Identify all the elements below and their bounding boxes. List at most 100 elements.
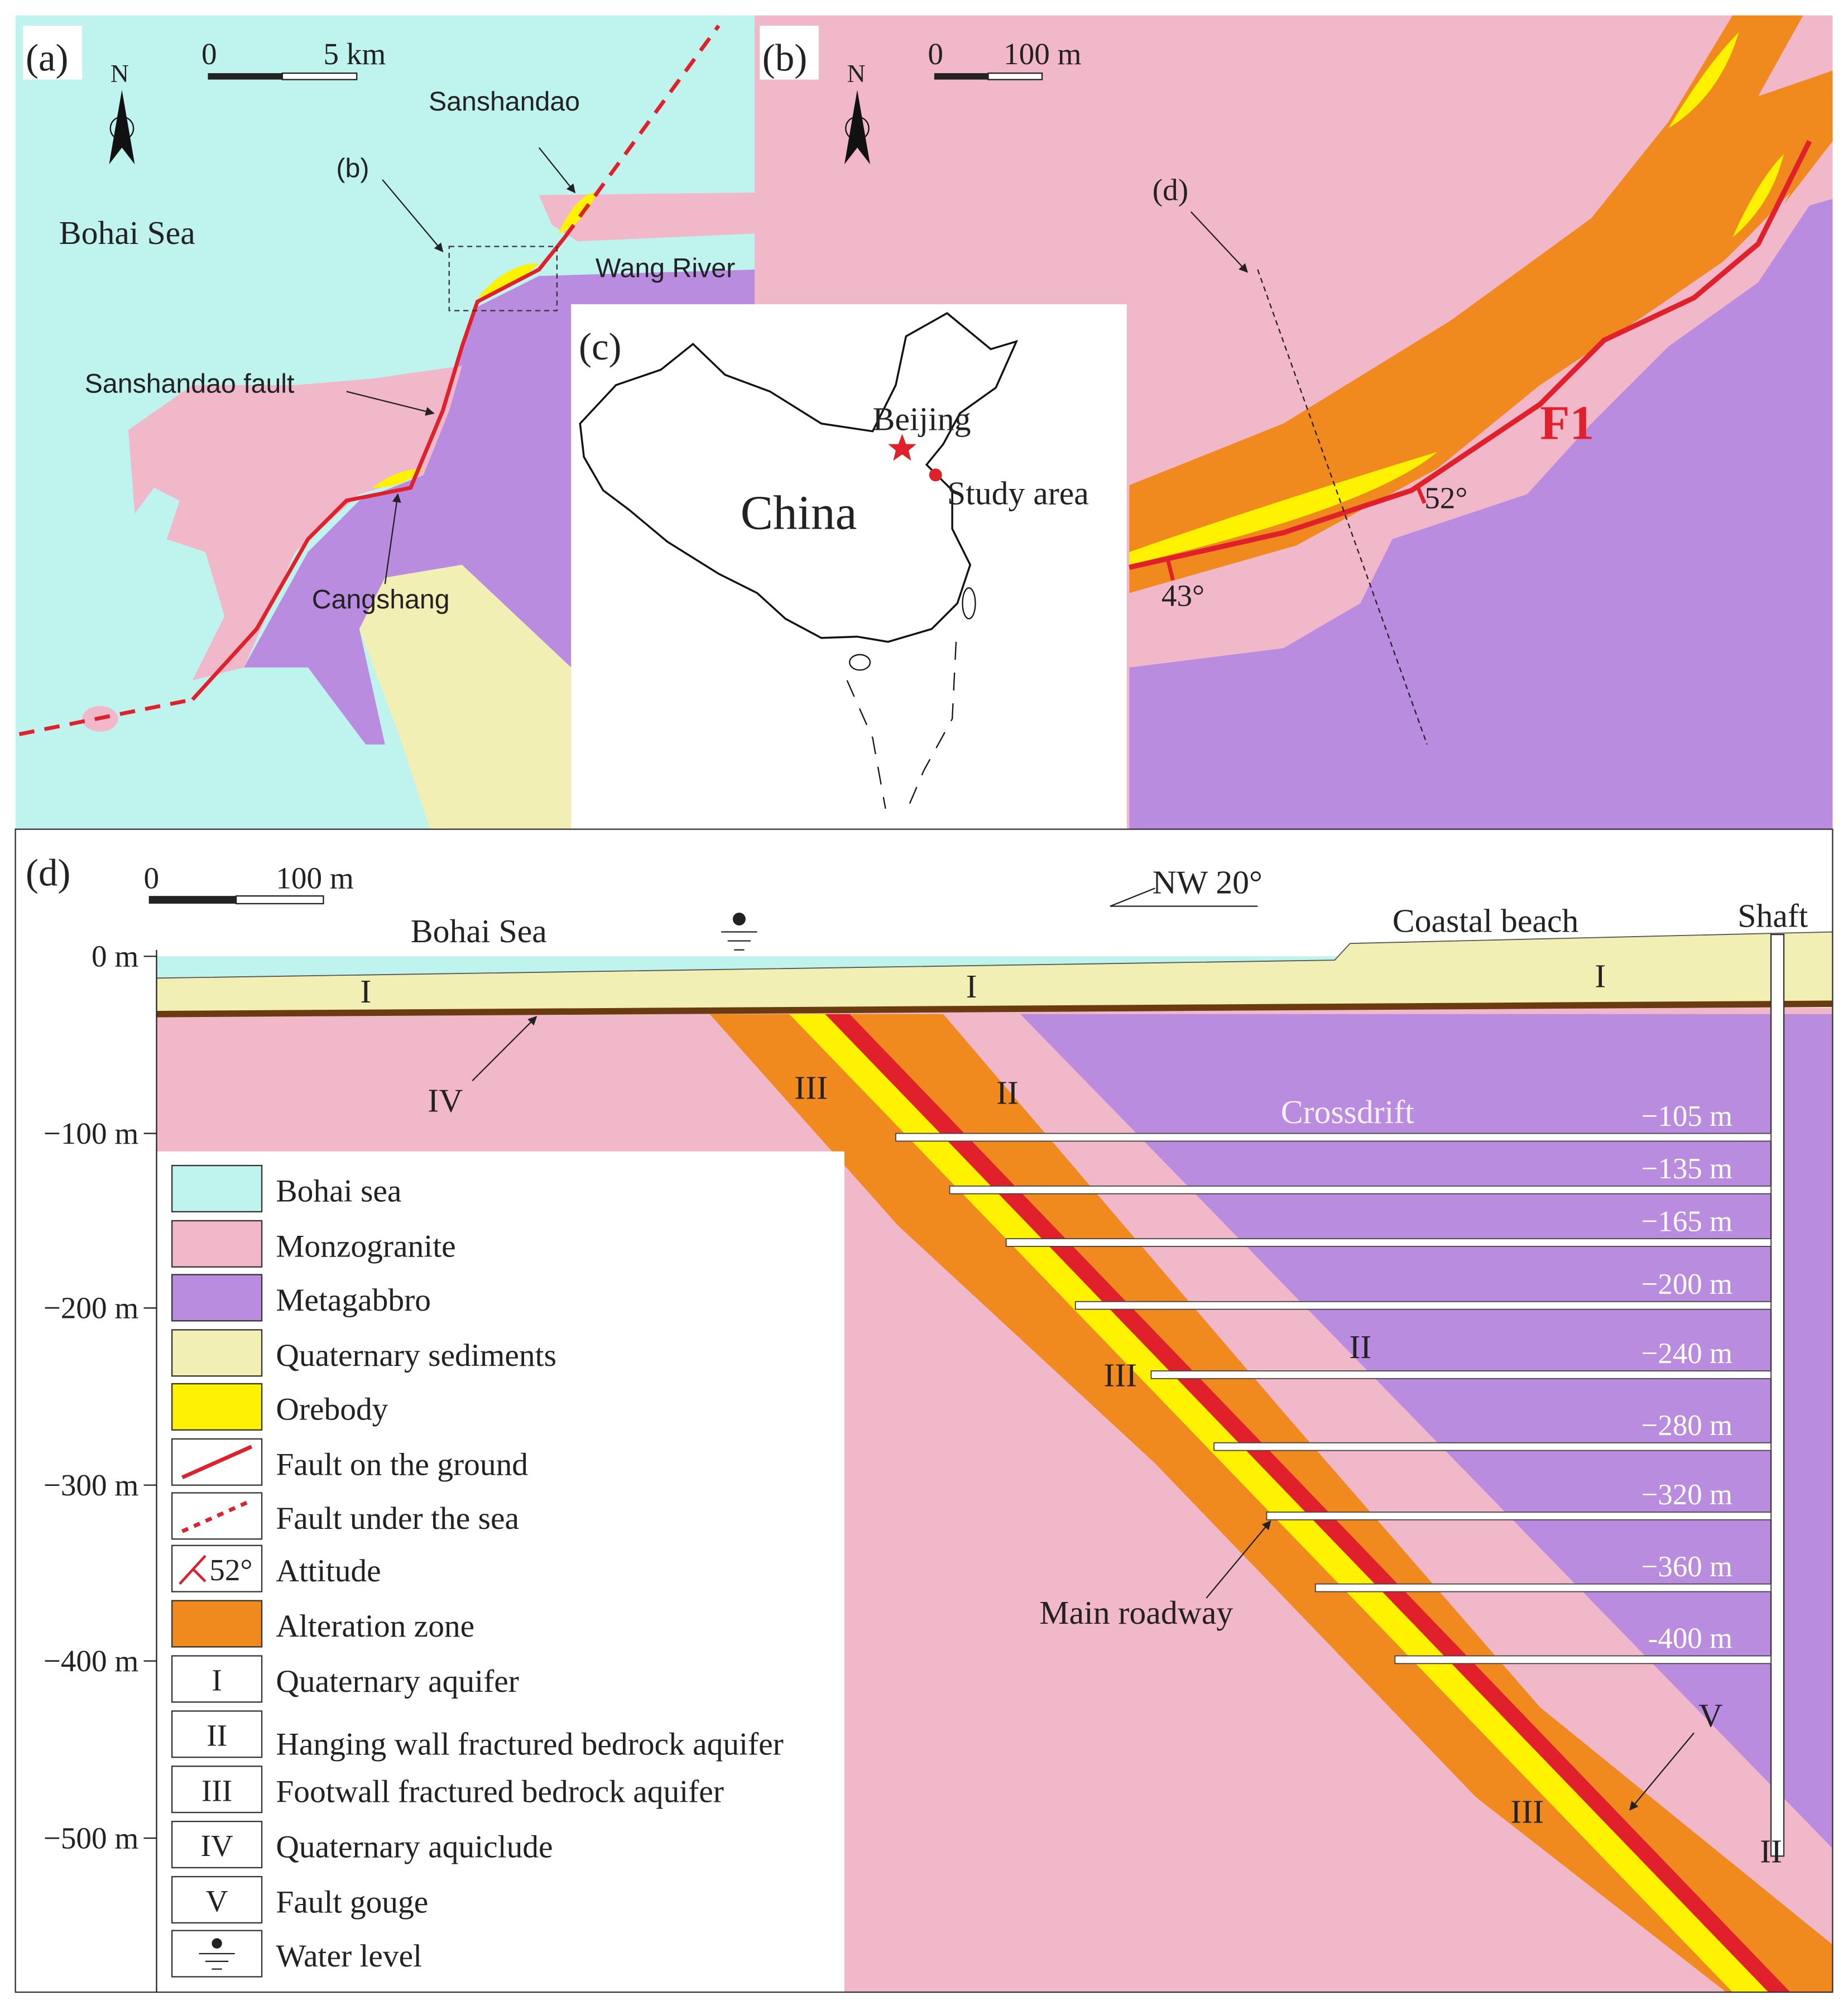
inset-box — [448, 246, 558, 311]
north-arrow — [109, 116, 135, 141]
zone-label: I — [360, 973, 371, 1010]
legend-box — [171, 1492, 263, 1540]
legend-text: Attitude — [276, 1553, 381, 1589]
frame — [15, 828, 1833, 1993]
legend-text: Quaternary aquifer — [276, 1664, 519, 1699]
crossdrift-label: Crossdrift — [1281, 1093, 1414, 1130]
scale-label: 0 — [144, 861, 160, 895]
shaft — [1770, 933, 1785, 1857]
north-arrow — [109, 89, 135, 165]
place-label: Cangshang — [312, 584, 450, 615]
arrow — [1629, 1732, 1695, 1811]
level-label: −165 m — [1641, 1205, 1732, 1237]
zone-label: II — [1760, 1833, 1782, 1870]
dip-label: 52° — [1424, 481, 1467, 515]
attitude-tick — [1166, 559, 1175, 581]
arrow — [346, 391, 435, 416]
place-label: Wang River — [596, 253, 735, 284]
arrow — [538, 147, 576, 194]
zone-label: II — [996, 1075, 1019, 1111]
panel-c: (c) China Beijing Study area — [571, 304, 1127, 829]
panel-label: (c) — [579, 325, 622, 368]
direction-symbol — [1110, 888, 1258, 907]
zone-label: I — [1595, 957, 1606, 994]
roadway — [1005, 1238, 1772, 1247]
scale-bar — [235, 895, 324, 905]
scale-label: 0 — [928, 37, 943, 71]
legend-text: Alteration zone — [276, 1609, 474, 1644]
legend-box — [171, 1766, 263, 1814]
legend-box — [171, 1164, 263, 1212]
legend-text: Fault on the ground — [276, 1447, 528, 1482]
zone-label: IV — [428, 1082, 463, 1119]
place-label: Bohai Sea — [59, 214, 195, 251]
scale-bar — [208, 73, 282, 80]
sediments — [359, 564, 572, 829]
legend-symbol: IV — [200, 1829, 233, 1863]
legend-text: Hanging wall fractured bedrock aquifer — [276, 1727, 783, 1762]
legend-text: Footwall fractured bedrock aquifer — [276, 1774, 724, 1810]
fault-line — [1129, 140, 1812, 570]
fault-name: F1 — [1540, 395, 1594, 449]
legend-box — [171, 1329, 263, 1377]
section-line — [1257, 269, 1428, 745]
north-arrow — [844, 89, 870, 165]
roadway — [1314, 1583, 1772, 1593]
nine-dash-line — [846, 641, 957, 816]
roadway — [1266, 1512, 1772, 1520]
north-arrow — [845, 116, 870, 141]
north-label: N — [847, 59, 866, 88]
legend-box — [171, 1655, 263, 1703]
island — [962, 587, 976, 620]
legend-symbol: 52° — [209, 1553, 252, 1587]
monzogranite — [539, 192, 755, 242]
legend-text: Quaternary sediments — [276, 1338, 556, 1373]
study-area-dot — [929, 468, 942, 482]
zone-label: I — [966, 968, 977, 1005]
shaft-label: Shaft — [1737, 897, 1808, 934]
legend-text: Orebody — [276, 1392, 388, 1427]
scale-bar — [281, 72, 358, 80]
scale-label: 5 km — [323, 37, 386, 71]
scale-label: 0 — [201, 37, 217, 71]
zone-label: III — [794, 1069, 828, 1106]
place-label: Bohai Sea — [411, 913, 547, 949]
arrow — [1190, 211, 1249, 273]
level-label: -400 m — [1648, 1623, 1732, 1655]
arrow — [1206, 1520, 1271, 1599]
scale-bar — [987, 72, 1043, 80]
city-label: Beijing — [873, 400, 971, 437]
north-label: N — [111, 59, 129, 88]
legend-text: Monzogranite — [276, 1229, 455, 1264]
panel-d: (d) 0 100 m NW 20° Bohai Sea Coastal bea… — [15, 828, 1833, 1993]
inset-ref: (b) — [336, 153, 369, 183]
panel-label: (b) — [762, 36, 807, 79]
roadway — [1074, 1301, 1772, 1310]
alteration-zone — [1129, 15, 1833, 593]
legend-symbol: III — [201, 1773, 232, 1807]
capital-star — [888, 434, 916, 461]
depth-label: −500 m — [44, 1821, 139, 1855]
water-level — [721, 931, 757, 951]
legend-box — [171, 1544, 263, 1593]
legend-text: Fault gouge — [276, 1884, 428, 1920]
direction-label: NW 20° — [1153, 864, 1263, 901]
level-label: −200 m — [1641, 1268, 1732, 1301]
legend-box — [171, 1710, 263, 1758]
fault-line — [191, 236, 567, 701]
legend-water — [212, 1938, 222, 1949]
legend-box — [171, 1220, 263, 1268]
depth-label: −200 m — [44, 1291, 139, 1325]
aquiclude — [156, 1000, 1833, 1018]
roadway — [949, 1185, 1772, 1195]
label-bg — [23, 25, 83, 80]
level-label: −240 m — [1641, 1337, 1732, 1370]
legend-box — [171, 1821, 263, 1869]
fault-under-sea — [18, 24, 721, 736]
legend-text: Quaternary aquiclude — [276, 1830, 553, 1865]
level-label: −360 m — [1641, 1551, 1732, 1583]
legend-attitude — [179, 1555, 207, 1585]
level-label: −320 m — [1641, 1479, 1732, 1511]
attitude-tick — [1416, 487, 1427, 504]
